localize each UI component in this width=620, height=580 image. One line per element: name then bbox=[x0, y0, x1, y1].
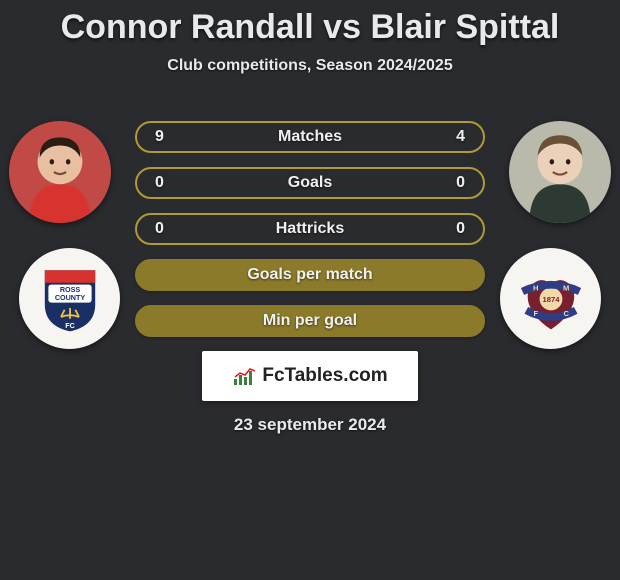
stat-row: Min per goal bbox=[135, 305, 485, 337]
date-label: 23 september 2024 bbox=[0, 415, 620, 435]
brand-chart-icon bbox=[232, 365, 258, 387]
svg-text:COUNTY: COUNTY bbox=[54, 292, 85, 301]
stat-left-value: 0 bbox=[155, 220, 164, 238]
subtitle: Club competitions, Season 2024/2025 bbox=[0, 57, 620, 75]
comparison-body: ROSS COUNTY FC 1874 H M F C 9 bbox=[0, 103, 620, 333]
club-left-crest: ROSS COUNTY FC bbox=[19, 248, 120, 349]
page-title: Connor Randall vs Blair Spittal bbox=[0, 8, 620, 47]
stat-right-value: 0 bbox=[456, 220, 465, 238]
stat-label: Matches bbox=[278, 128, 342, 146]
stat-label: Hattricks bbox=[276, 220, 344, 238]
stats-rows: 9 Matches 4 0 Goals 0 0 Hattricks 0 Goal… bbox=[135, 121, 485, 351]
player-left-avatar bbox=[9, 121, 111, 223]
svg-text:M: M bbox=[563, 283, 569, 292]
comparison-card: Connor Randall vs Blair Spittal Club com… bbox=[0, 0, 620, 435]
svg-text:C: C bbox=[563, 309, 569, 318]
stat-right-value: 0 bbox=[456, 174, 465, 192]
svg-text:FC: FC bbox=[65, 320, 75, 329]
stat-row: 9 Matches 4 bbox=[135, 121, 485, 153]
stat-label: Goals bbox=[288, 174, 332, 192]
stat-row: Goals per match bbox=[135, 259, 485, 291]
stat-right-value: 4 bbox=[456, 128, 465, 146]
svg-text:1874: 1874 bbox=[542, 294, 560, 303]
stat-label: Min per goal bbox=[263, 312, 357, 330]
player-right-avatar bbox=[509, 121, 611, 223]
stat-row: 0 Hattricks 0 bbox=[135, 213, 485, 245]
stat-left-value: 0 bbox=[155, 174, 164, 192]
brand-text: FcTables.com bbox=[262, 365, 387, 387]
brand-badge: FcTables.com bbox=[202, 351, 418, 401]
svg-text:F: F bbox=[533, 309, 538, 318]
club-right-crest: 1874 H M F C bbox=[500, 248, 601, 349]
stat-row: 0 Goals 0 bbox=[135, 167, 485, 199]
stat-left-value: 9 bbox=[155, 128, 164, 146]
svg-text:H: H bbox=[533, 283, 538, 292]
stat-label: Goals per match bbox=[247, 266, 372, 284]
